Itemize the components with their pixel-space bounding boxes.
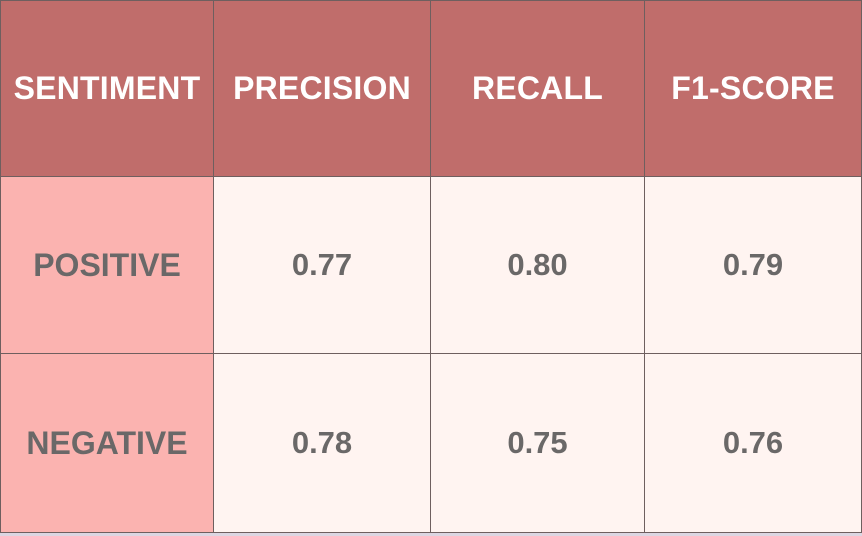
- row-label-positive: POSITIVE: [0, 177, 214, 354]
- positive-recall-value: 0.80: [431, 177, 645, 354]
- header-precision: PRECISION: [214, 0, 431, 177]
- negative-precision-value: 0.78: [214, 354, 431, 533]
- header-recall: RECALL: [431, 0, 645, 177]
- positive-precision-value: 0.77: [214, 177, 431, 354]
- negative-recall-value: 0.75: [431, 354, 645, 533]
- header-f1-score: F1-SCORE: [645, 0, 862, 177]
- row-label-negative: NEGATIVE: [0, 354, 214, 533]
- positive-f1-score-value: 0.79: [645, 177, 862, 354]
- header-sentiment: SENTIMENT: [0, 0, 214, 177]
- negative-f1-score-value: 0.76: [645, 354, 862, 533]
